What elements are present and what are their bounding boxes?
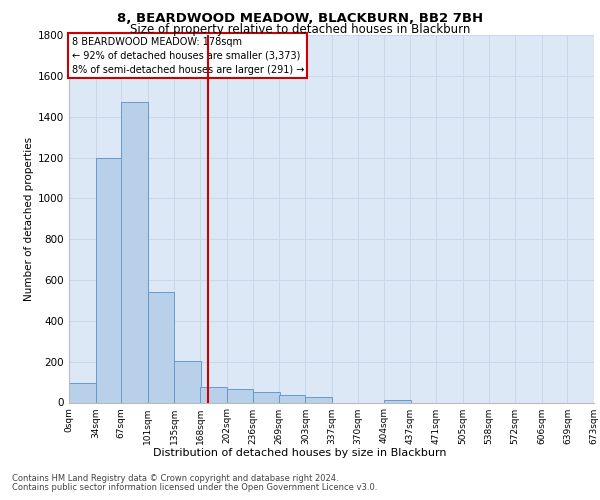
Bar — [175, 360, 201, 403]
Bar — [253, 392, 280, 402]
Text: Distribution of detached houses by size in Blackburn: Distribution of detached houses by size … — [153, 448, 447, 458]
Bar — [200, 387, 227, 402]
Bar — [227, 389, 253, 402]
Text: 8, BEARDWOOD MEADOW, BLACKBURN, BB2 7BH: 8, BEARDWOOD MEADOW, BLACKBURN, BB2 7BH — [117, 12, 483, 26]
Bar — [95, 158, 122, 402]
Text: Contains HM Land Registry data © Crown copyright and database right 2024.: Contains HM Land Registry data © Crown c… — [12, 474, 338, 483]
Text: 8 BEARDWOOD MEADOW: 178sqm
← 92% of detached houses are smaller (3,373)
8% of se: 8 BEARDWOOD MEADOW: 178sqm ← 92% of deta… — [71, 37, 304, 75]
Text: Size of property relative to detached houses in Blackburn: Size of property relative to detached ho… — [130, 22, 470, 36]
Text: Contains public sector information licensed under the Open Government Licence v3: Contains public sector information licen… — [12, 484, 377, 492]
Bar — [69, 383, 95, 402]
Bar — [121, 102, 148, 403]
Bar — [384, 400, 410, 402]
Bar — [279, 396, 305, 402]
Bar — [148, 292, 175, 403]
Y-axis label: Number of detached properties: Number of detached properties — [24, 136, 34, 301]
Bar — [305, 398, 332, 402]
